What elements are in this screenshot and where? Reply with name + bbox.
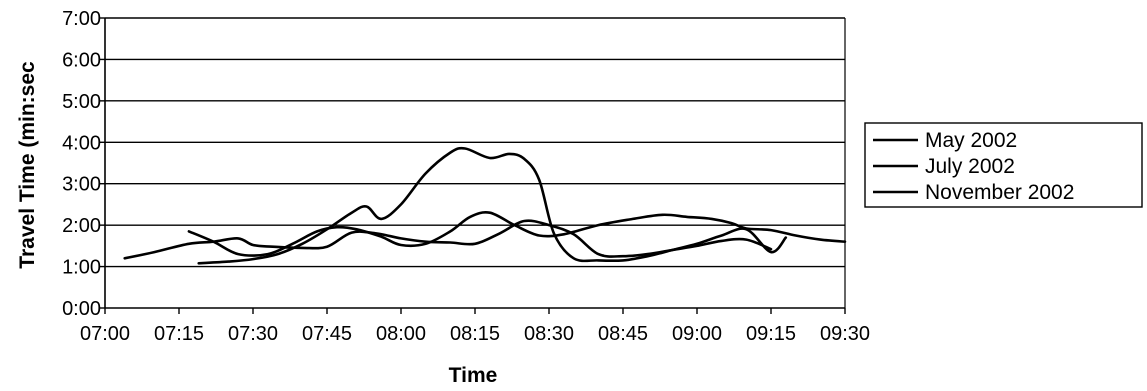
y-axis-title: Travel Time (min:sec (16, 61, 39, 269)
x-tick-label: 07:15 (154, 323, 204, 345)
x-tick-label: 08:00 (376, 323, 426, 345)
x-axis-tick-labels: 07:00 07:15 07:30 07:45 08:00 08:15 08:30 08:45… (80, 308, 870, 345)
legend: May 2002 July 2002 November 2002 (864, 122, 1143, 208)
x-tick-label: 07:30 (228, 323, 278, 345)
legend-label: May 2002 (925, 129, 1017, 152)
series-line-1 (197, 146, 788, 265)
x-tick-label: 08:45 (598, 323, 648, 345)
y-tick-label: 6:00 (62, 49, 101, 71)
x-tick-label: 07:00 (80, 323, 130, 345)
legend-label: November 2002 (925, 181, 1074, 204)
y-tick-label: 1:00 (62, 257, 101, 279)
x-tick-label: 09:30 (820, 323, 870, 345)
plot-area (105, 18, 845, 308)
x-tick-label: 07:45 (302, 323, 352, 345)
plot-background (105, 18, 845, 308)
y-tick-label: 2:00 (62, 215, 101, 237)
x-axis-title: Time (449, 364, 498, 387)
x-tick-label: 08:15 (450, 323, 500, 345)
legend-label: July 2002 (925, 155, 1015, 178)
series-line-2 (187, 211, 847, 257)
y-tick-label: 5:00 (62, 91, 101, 113)
gridlines (105, 17, 845, 268)
y-tick-label: 4:00 (62, 132, 101, 154)
x-tick-label: 09:15 (746, 323, 796, 345)
y-tick-label: 7:00 (62, 8, 101, 30)
y-axis-tick-labels: 0:00 1:00 2:00 3:00 4:00 5:00 6:00 7:00 (62, 8, 105, 320)
y-tick-label: 0:00 (62, 298, 101, 320)
x-tick-label: 09:00 (672, 323, 722, 345)
y-tick-label: 3:00 (62, 174, 101, 196)
series-lines (123, 146, 847, 265)
x-tick-label: 08:30 (524, 323, 574, 345)
